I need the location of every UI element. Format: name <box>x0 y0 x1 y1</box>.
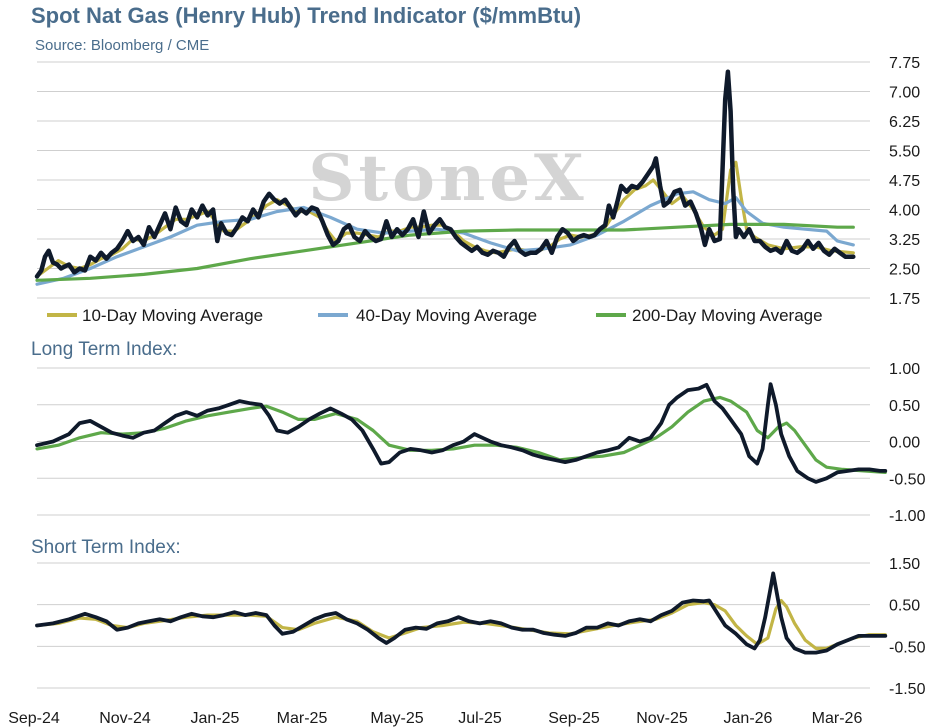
long-term-price-line <box>35 382 888 484</box>
x-tick-labels: Sep-24 Nov-24 Jan-25 Mar-25 May-25 Jul-25 Sep-… <box>8 710 862 727</box>
short-term-y-tick-label: 0.50 <box>889 598 920 615</box>
legend-label-10-day: 10-Day Moving Average <box>82 306 263 325</box>
x-tick-label: Mar-25 <box>277 710 328 727</box>
short-term-y-tick-label: -1.50 <box>889 681 926 698</box>
x-tick-label: Jan-26 <box>724 710 773 727</box>
price-panel-y-tick-label: 4.00 <box>889 203 920 220</box>
x-tick-label: Nov-25 <box>636 710 688 727</box>
long-term-y-tick-label: 0.00 <box>889 435 920 452</box>
legend-label-40-day: 40-Day Moving Average <box>356 306 537 325</box>
series-lines <box>34 69 888 655</box>
x-tick-label: Sep-24 <box>8 710 60 727</box>
long-term-y-tick-label: 1.00 <box>889 361 920 378</box>
long-term-y-tick-label: -0.50 <box>889 471 926 488</box>
watermark: StoneX <box>308 141 587 216</box>
price-panel-y-tick-label: 4.75 <box>889 173 920 190</box>
price-panel-y-tick-label: 1.75 <box>889 291 920 308</box>
short-term-price-line <box>35 571 888 655</box>
short-term-y-tick-label: 1.50 <box>889 556 920 573</box>
legend: 10-Day Moving Average 40-Day Moving Aver… <box>47 306 823 325</box>
x-tick-label: Jan-25 <box>191 710 240 727</box>
y-tick-labels: 7.75 7.00 6.25 5.50 4.75 4.00 3.25 2.50 1.75 1.00… <box>889 55 926 698</box>
price-panel-ma200-line <box>35 222 855 282</box>
x-tick-label: May-25 <box>370 710 423 727</box>
legend-label-200-day: 200-Day Moving Average <box>632 306 823 325</box>
long-term-y-tick-label: -1.00 <box>889 508 926 525</box>
long-term-panel-title: Long Term Index: <box>31 339 178 360</box>
price-panel-y-tick-label: 5.50 <box>889 144 920 161</box>
page-title: Spot Nat Gas (Henry Hub) Trend Indicator… <box>31 3 582 28</box>
long-term-y-tick-label: 0.50 <box>889 398 920 415</box>
short-term-y-tick-label: -0.50 <box>889 639 926 656</box>
x-tick-label: Nov-24 <box>99 710 151 727</box>
stonex-watermark: StoneX <box>308 141 587 216</box>
price-panel-price-line <box>34 69 856 279</box>
price-panel-y-tick-label: 3.25 <box>889 232 920 249</box>
price-panel-y-tick-label: 2.50 <box>889 262 920 279</box>
price-panel-y-tick-label: 6.25 <box>889 114 920 131</box>
source-note: Source: Bloomberg / CME <box>35 37 210 54</box>
x-tick-label: Sep-25 <box>548 710 600 727</box>
x-tick-label: Jul-25 <box>458 710 502 727</box>
x-tick-label: Mar-26 <box>812 710 863 727</box>
price-panel-ma40-line <box>35 190 855 286</box>
price-panel-y-tick-label: 7.75 <box>889 55 920 72</box>
price-panel-y-tick-label: 7.00 <box>889 85 920 102</box>
short-term-panel-title: Short Term Index: <box>31 537 181 558</box>
grid-lines <box>37 61 870 689</box>
